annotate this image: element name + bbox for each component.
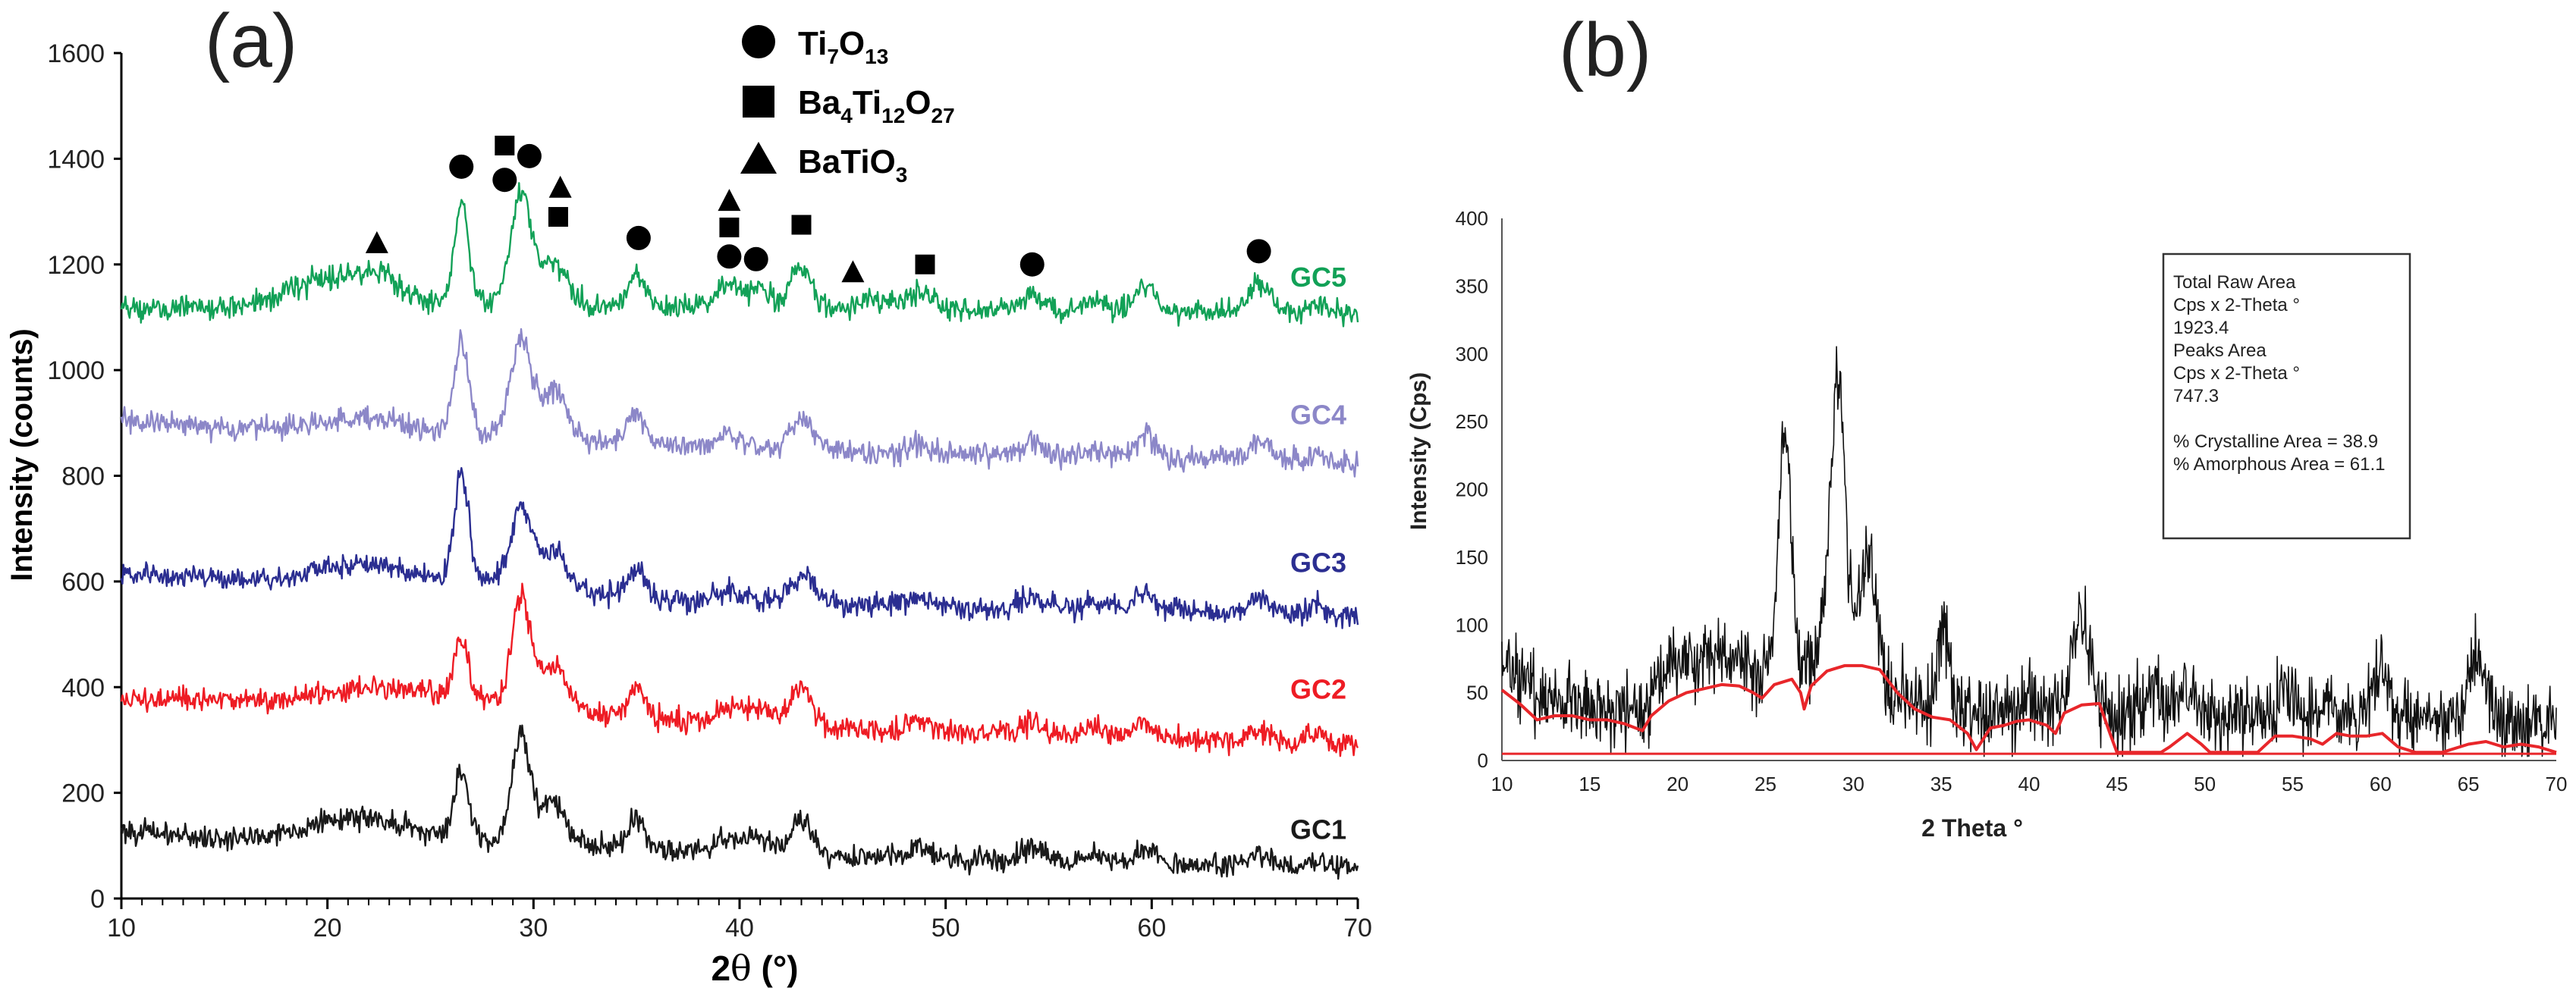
legend-item-ba4ti12o27: Ba4Ti12O27	[798, 84, 955, 127]
series-labels: GC1 GC2 GC3 GC4 GC5	[1290, 262, 1346, 845]
series-group-a	[120, 182, 1359, 880]
annotation-line: Cps x 2-Theta °	[2173, 295, 2300, 315]
y-tick-label-a: 800	[61, 463, 105, 491]
annotation-line: Cps x 2-Theta °	[2173, 363, 2300, 384]
annotation-frame	[2162, 252, 2411, 540]
phase-marker-circle	[517, 143, 542, 168]
phase-marker-triangle	[841, 260, 865, 283]
raw-intensity-line	[1501, 346, 2557, 757]
series-label-gc4: GC4	[1290, 399, 1346, 430]
x-tick-label-b: 40	[2018, 773, 2040, 795]
phase-marker-square	[548, 207, 568, 227]
phase-marker-circle	[449, 154, 474, 179]
y-tick-label-a: 600	[61, 568, 105, 597]
axes-a: 0 200 400 600 800 1000 1200 1400 1600 10 20 30 40 50 6…	[47, 39, 1372, 942]
annotation-line: % Crystalline Area = 38.9	[2173, 431, 2378, 452]
x-tick-label-a: 50	[931, 914, 960, 942]
y-tick-label-a: 1000	[47, 356, 105, 385]
y-tick-label-b: 200	[1456, 478, 1488, 501]
series-label-gc3: GC3	[1290, 547, 1346, 578]
x-tick-label-a: 30	[519, 914, 548, 942]
phase-marker-square	[719, 217, 740, 237]
panel-a: (a) Ti7O13 Ba4Ti12O27 BaTiO3 Intensity (…	[5, 0, 1372, 989]
x-tick-label-b: 65	[2458, 773, 2480, 795]
x-tick-label-b: 35	[1930, 773, 1952, 795]
y-tick-label-b: 300	[1456, 343, 1488, 365]
phase-marker-triangle	[365, 231, 388, 253]
x-tick-label-b: 30	[1842, 773, 1864, 795]
phase-marker-circle	[1019, 252, 1045, 277]
phase-marker-square	[915, 254, 935, 274]
phase-markers	[365, 135, 1271, 283]
annotation-line: 747.3	[2173, 386, 2219, 406]
series-group-b	[1500, 346, 2557, 757]
legend-item-ti7o13: Ti7O13	[798, 25, 888, 68]
x-tick-label-a: 60	[1137, 914, 1166, 942]
annotation-line: Peaks Area	[2173, 340, 2267, 361]
annotation-line: Total Raw Area	[2173, 272, 2296, 293]
x-tick-label-b: 20	[1667, 773, 1689, 795]
x-tick-label-b: 60	[2370, 773, 2392, 795]
y-tick-label-a: 1400	[47, 145, 105, 174]
x-tick-label-b: 50	[2194, 773, 2216, 795]
phase-marker-circle	[717, 244, 742, 269]
phase-marker-circle	[1246, 239, 1271, 264]
series-label-gc2: GC2	[1290, 674, 1346, 705]
legend-item-batio3: BaTiO3	[798, 143, 907, 187]
legend-a: Ti7O13 Ba4Ti12O27 BaTiO3	[740, 25, 955, 187]
phase-marker-circle	[743, 246, 768, 271]
phase-marker-square	[495, 135, 515, 155]
x-tick-label-b: 55	[2282, 773, 2304, 795]
y-tick-label-a: 200	[61, 779, 105, 808]
phase-marker-square	[791, 215, 812, 235]
x-tick-label-a: 20	[313, 914, 342, 942]
x-axis-title-a: 2θ (°)	[711, 948, 798, 989]
x-tick-label-a: 40	[725, 914, 754, 942]
x-tick-label-a: 70	[1343, 914, 1372, 942]
x-tick-label-b: 25	[1755, 773, 1776, 795]
legend-circle-marker	[742, 25, 775, 58]
series-label-gc1: GC1	[1290, 814, 1346, 845]
y-tick-label-b: 150	[1456, 546, 1488, 569]
y-tick-label-a: 1200	[47, 251, 105, 280]
legend-square-marker	[743, 86, 774, 118]
series-line-gc2	[120, 582, 1359, 757]
y-axis-title-b: Intensity (Cps)	[1406, 372, 1431, 530]
x-tick-label-a: 10	[107, 914, 136, 942]
phase-marker-circle	[626, 225, 651, 250]
phase-marker-circle	[492, 168, 517, 193]
y-axis-title-a: Intensity (counts)	[5, 328, 39, 581]
x-tick-label-b: 10	[1491, 773, 1513, 795]
legend-triangle-marker	[740, 142, 777, 174]
phase-marker-triangle	[718, 189, 741, 212]
axes-b: 0 50 100 150 200 250 300 350 400 10 15 20 25 30 35 40 45…	[1456, 207, 2568, 795]
panel-b: (b) Intensity (Cps) 2 Theta ° 0 50 100 150 2…	[1406, 8, 2567, 842]
annotation-line: % Amorphous Area = 61.1	[2173, 454, 2386, 475]
y-tick-label-b: 350	[1456, 274, 1488, 297]
series-line-gc1	[120, 724, 1359, 880]
y-tick-label-a: 0	[90, 885, 105, 914]
y-tick-label-b: 250	[1456, 410, 1488, 433]
x-axis-title-b: 2 Theta °	[1921, 814, 2023, 842]
amorphous-fit-line	[1500, 663, 2557, 754]
x-tick-label-b: 45	[2106, 773, 2128, 795]
series-line-gc3	[120, 467, 1359, 629]
y-tick-label-b: 400	[1456, 207, 1488, 230]
area-annotation-box: Total Raw Area Cps x 2-Theta ° 1923.4 Pe…	[2162, 252, 2411, 540]
series-line-gc5	[120, 182, 1359, 328]
y-tick-label-a: 1600	[47, 39, 105, 68]
y-tick-label-b: 0	[1478, 749, 1488, 772]
x-tick-label-b: 70	[2546, 773, 2568, 795]
y-tick-label-b: 100	[1456, 613, 1488, 636]
y-tick-label-a: 400	[61, 673, 105, 702]
x-tick-label-b: 15	[1579, 773, 1601, 795]
panel-a-label: (a)	[205, 0, 297, 83]
series-label-gc5: GC5	[1290, 262, 1346, 293]
annotation-line: 1923.4	[2173, 318, 2229, 338]
panel-b-label: (b)	[1559, 8, 1651, 93]
phase-marker-triangle	[548, 175, 572, 198]
y-tick-label-b: 50	[1466, 682, 1488, 704]
series-line-gc4	[120, 328, 1359, 478]
